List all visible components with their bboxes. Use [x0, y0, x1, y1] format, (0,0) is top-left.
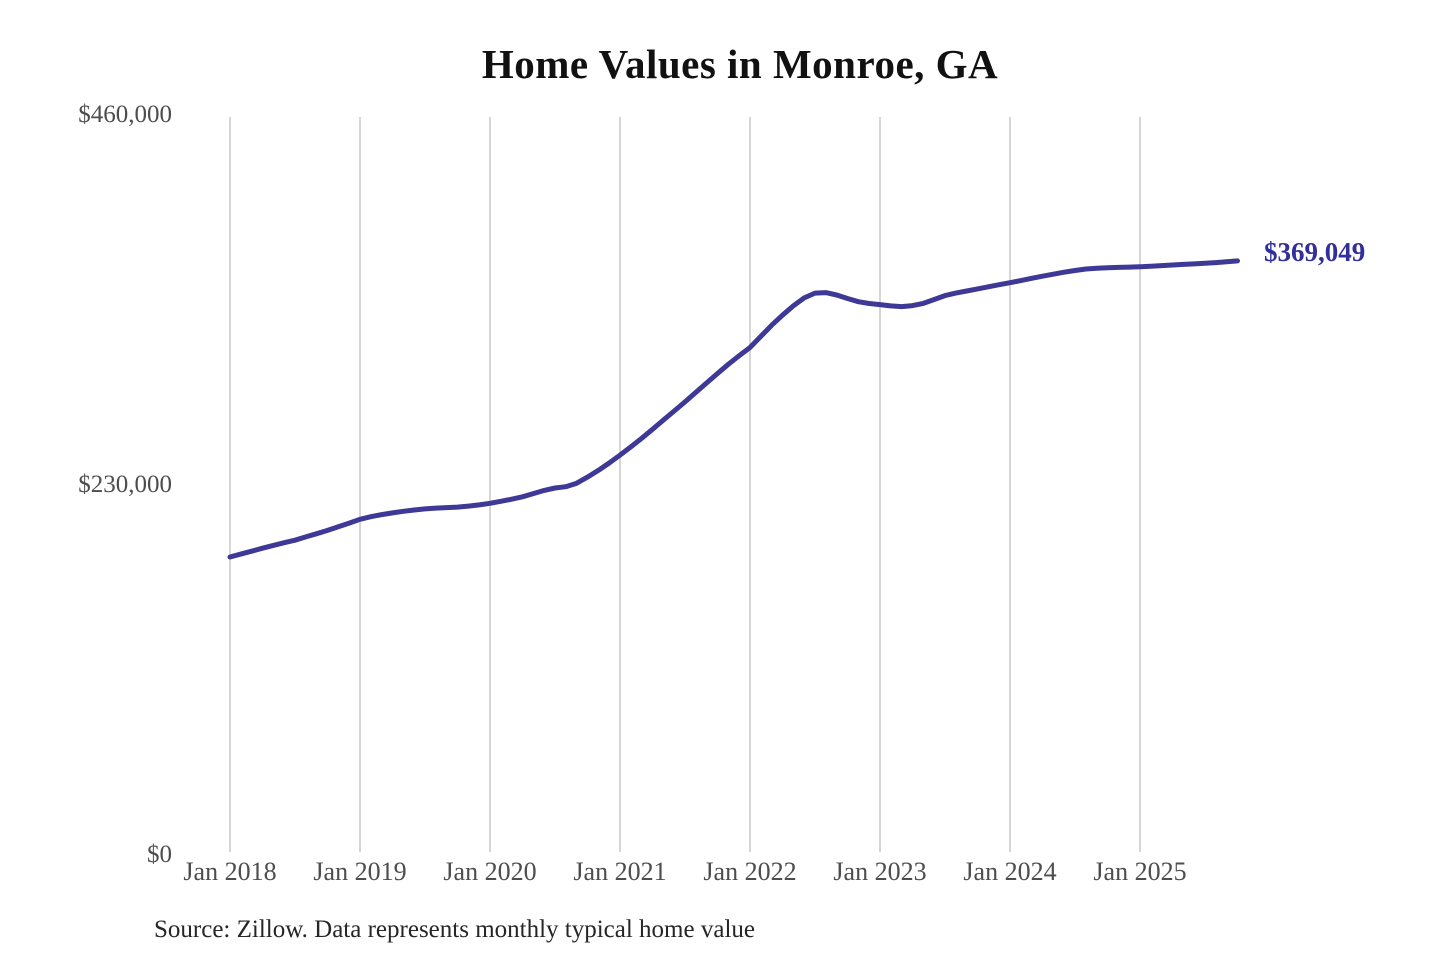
gridlines	[229, 117, 1141, 852]
y-axis-label-0: $0	[147, 841, 172, 868]
latest-value-label: $369,049	[1264, 237, 1366, 267]
x-axis-labels: Jan 2018 Jan 2019 Jan 2020 Jan 2021 Jan 2022…	[0, 857, 1440, 891]
x-axis-label: Jan 2020	[443, 857, 537, 886]
x-axis-label: Jan 2018	[183, 857, 277, 886]
x-axis-label: Jan 2025	[1093, 857, 1187, 886]
x-axis-label: Jan 2019	[313, 857, 407, 886]
y-axis-label-460000: $460,000	[78, 101, 172, 128]
source-note: Source: Zillow. Data represents monthly …	[154, 916, 755, 943]
chart-title: Home Values in Monroe, GA	[481, 41, 999, 87]
x-axis-label: Jan 2024	[963, 857, 1057, 886]
x-axis-label: Jan 2023	[833, 857, 927, 886]
x-axis-label: Jan 2022	[703, 857, 797, 886]
y-axis-label-230000: $230,000	[78, 471, 172, 498]
home-value-series-line	[227, 258, 1240, 560]
x-axis-label: Jan 2021	[573, 857, 667, 886]
